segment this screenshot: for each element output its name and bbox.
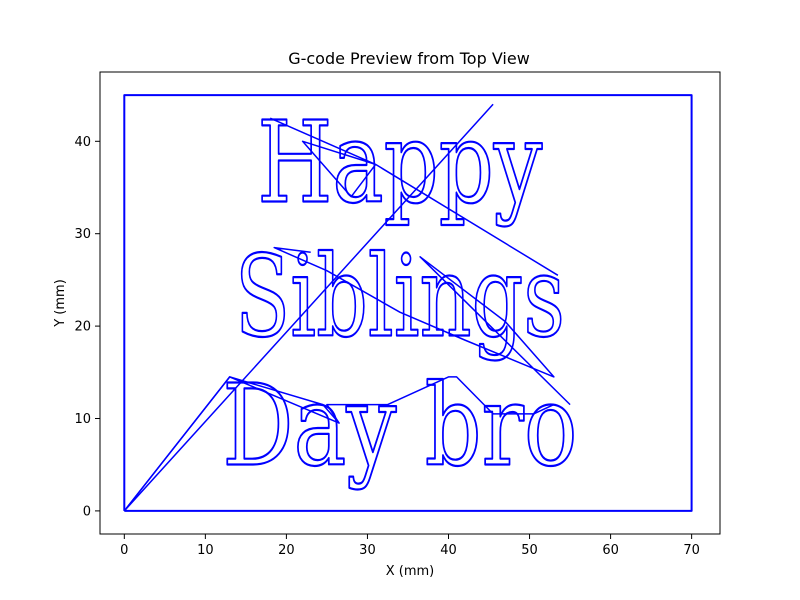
x-tick-label: 60	[602, 543, 619, 558]
travel-path-1	[123, 103, 494, 512]
chart-title: G-code Preview from Top View	[288, 49, 530, 68]
y-tick-label: 0	[83, 504, 91, 519]
axes-frame	[99, 71, 721, 535]
y-tick-label: 40	[74, 135, 91, 150]
y-tick-label: 30	[74, 227, 91, 242]
y-tick-label: 10	[74, 412, 91, 427]
travel-path-2	[269, 117, 559, 276]
travel-path-4	[123, 376, 555, 512]
glyph-outline-1: Happy	[257, 98, 542, 228]
x-tick-label: 30	[359, 543, 376, 558]
travel-path-3	[273, 246, 571, 406]
axes-frame	[99, 71, 721, 535]
x-tick-label: 0	[120, 543, 128, 558]
travel-path-5	[123, 376, 340, 512]
y-tick-label: 20	[74, 320, 91, 335]
x-tick-label: 10	[197, 543, 214, 558]
y-axis-label: Y (mm)	[53, 279, 68, 328]
x-tick-label: 50	[521, 543, 538, 558]
x-axis-label: X (mm)	[386, 564, 435, 579]
border-path	[123, 94, 693, 512]
x-axis-ticks: 0 10 20 30 40 50 60 70	[120, 534, 700, 558]
x-tick-label: 40	[440, 543, 457, 558]
y-axis-ticks: 0 10 20 30 40	[74, 135, 100, 519]
x-tick-label: 70	[683, 543, 700, 558]
glyph-outline-2: Siblings	[235, 232, 565, 362]
glyph-outline-3: Day bro	[222, 362, 577, 492]
x-tick-label: 20	[278, 543, 295, 558]
